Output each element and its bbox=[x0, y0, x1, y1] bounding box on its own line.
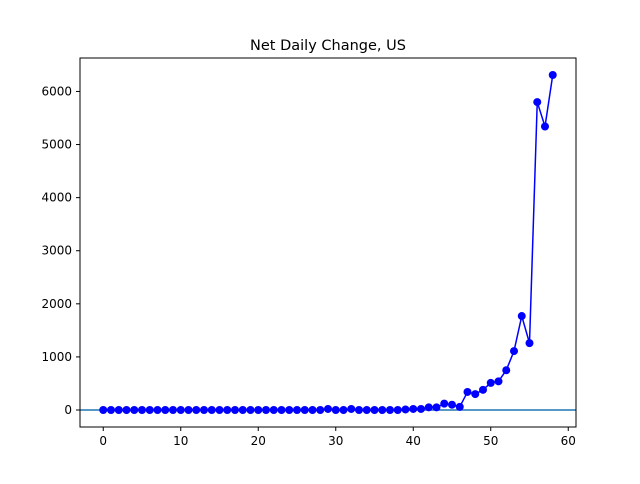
data-point bbox=[231, 406, 239, 415]
data-point bbox=[502, 366, 511, 375]
plot-area-frame bbox=[79, 57, 577, 428]
data-point bbox=[122, 406, 131, 415]
data-point bbox=[355, 406, 363, 415]
data-point bbox=[238, 406, 247, 415]
data-point bbox=[107, 406, 115, 415]
data-point bbox=[153, 406, 162, 415]
y-tick-label: 5000 bbox=[41, 138, 72, 152]
y-tick-label: 1000 bbox=[41, 350, 72, 364]
data-point bbox=[517, 312, 526, 321]
data-point bbox=[130, 406, 139, 415]
data-point bbox=[533, 98, 542, 107]
x-tick-label: 60 bbox=[561, 434, 576, 448]
data-point bbox=[285, 406, 294, 415]
y-tick-label: 4000 bbox=[41, 191, 72, 205]
data-point bbox=[300, 406, 309, 415]
y-tick-label: 0 bbox=[64, 403, 72, 417]
data-point bbox=[316, 406, 325, 415]
data-point bbox=[192, 406, 201, 415]
data-point bbox=[347, 404, 356, 413]
data-point bbox=[293, 406, 301, 415]
data-point bbox=[378, 406, 387, 415]
data-point bbox=[223, 406, 232, 415]
data-point bbox=[541, 122, 549, 131]
data-point bbox=[339, 406, 348, 415]
data-point bbox=[207, 406, 216, 415]
data-point bbox=[370, 406, 379, 415]
data-point bbox=[331, 406, 340, 415]
data-point bbox=[262, 406, 270, 415]
data-point bbox=[386, 406, 394, 415]
x-tick-label: 0 bbox=[99, 434, 107, 448]
data-point bbox=[486, 378, 495, 387]
data-point bbox=[510, 347, 518, 356]
data-point bbox=[215, 406, 224, 415]
data-point bbox=[254, 406, 263, 415]
x-tick-label: 50 bbox=[483, 434, 498, 448]
data-point bbox=[548, 70, 557, 79]
x-tick-label: 20 bbox=[251, 434, 266, 448]
data-point bbox=[440, 399, 449, 408]
data-point bbox=[324, 404, 332, 413]
data-point bbox=[432, 403, 441, 412]
data-point bbox=[417, 404, 425, 413]
data-point bbox=[471, 390, 480, 399]
data-point bbox=[138, 406, 146, 415]
x-tick-label: 10 bbox=[173, 434, 188, 448]
data-point bbox=[99, 406, 108, 415]
chart-title: Net Daily Change, US bbox=[250, 38, 406, 54]
data-point bbox=[494, 377, 503, 386]
data-point bbox=[525, 339, 534, 348]
y-tick-label: 6000 bbox=[41, 84, 72, 98]
data-point bbox=[145, 406, 154, 415]
data-point bbox=[246, 406, 255, 415]
data-point bbox=[424, 403, 433, 412]
data-point bbox=[393, 406, 402, 415]
data-point bbox=[448, 400, 456, 409]
data-point bbox=[401, 405, 410, 414]
data-point bbox=[463, 387, 472, 396]
data-point bbox=[169, 406, 177, 415]
data-point bbox=[269, 406, 278, 415]
data-point bbox=[184, 406, 193, 415]
x-tick-label: 30 bbox=[328, 434, 343, 448]
data-point bbox=[176, 406, 185, 415]
data-point bbox=[161, 406, 170, 415]
data-point bbox=[409, 404, 418, 413]
data-point bbox=[114, 406, 123, 415]
data-point bbox=[362, 406, 371, 415]
data-point bbox=[200, 406, 208, 415]
tick-layer: 0 10 20 30 40 50 60 0 1000 2000 3000 4000 5000 6000 bbox=[41, 84, 575, 448]
data-point bbox=[308, 406, 317, 415]
y-tick-label: 2000 bbox=[41, 297, 72, 311]
data-point bbox=[479, 385, 487, 394]
x-tick-label: 40 bbox=[406, 434, 421, 448]
data-point bbox=[455, 402, 464, 411]
series-layer bbox=[99, 70, 557, 415]
y-tick-label: 3000 bbox=[41, 244, 72, 258]
data-point bbox=[277, 406, 286, 415]
